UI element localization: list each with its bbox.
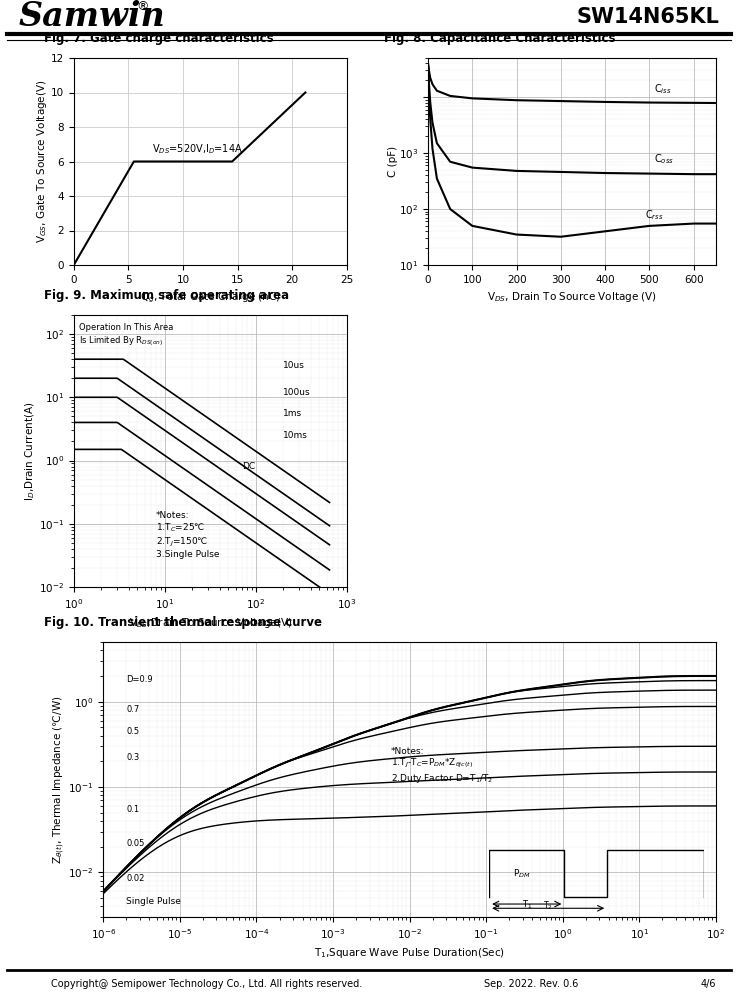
Text: Fig. 9. Maximum safe operating area: Fig. 9. Maximum safe operating area bbox=[44, 289, 289, 302]
X-axis label: Q$_{g}$, Total Gate Charge (nC): Q$_{g}$, Total Gate Charge (nC) bbox=[140, 290, 280, 305]
Text: SW14N65KL: SW14N65KL bbox=[576, 7, 720, 27]
Text: 100us: 100us bbox=[283, 388, 311, 397]
Text: C$_{iss}$: C$_{iss}$ bbox=[654, 83, 672, 96]
Text: 0.5: 0.5 bbox=[126, 727, 139, 736]
Text: Operation In This Area
Is Limited By R$_{DS(on)}$: Operation In This Area Is Limited By R$_… bbox=[79, 323, 173, 348]
X-axis label: V$_{DS}$, Drain To Source Voltage (V): V$_{DS}$, Drain To Source Voltage (V) bbox=[487, 290, 657, 304]
X-axis label: V$_{DS}$,Drain To Source Voltage(V): V$_{DS}$,Drain To Source Voltage(V) bbox=[128, 616, 292, 630]
Text: *Notes:
1.T$_J$-T$_C$=P$_{DM}$*Z$_{\theta jc(t)}$
2.Duty Factor D=T$_1$/T$_2$: *Notes: 1.T$_J$-T$_C$=P$_{DM}$*Z$_{\thet… bbox=[391, 746, 494, 785]
Text: ®: ® bbox=[137, 0, 149, 13]
Text: V$_{DS}$=520V,I$_D$=14A: V$_{DS}$=520V,I$_D$=14A bbox=[153, 142, 244, 156]
Text: 10ms: 10ms bbox=[283, 431, 308, 440]
Text: *Notes:
1.T$_C$=25℃
2.T$_J$=150℃
3.Single Pulse: *Notes: 1.T$_C$=25℃ 2.T$_J$=150℃ 3.Singl… bbox=[156, 511, 219, 559]
Y-axis label: V$_{GS}$, Gate To Source Voltage(V): V$_{GS}$, Gate To Source Voltage(V) bbox=[35, 80, 49, 243]
Text: Fig. 7. Gate charge characteristics: Fig. 7. Gate charge characteristics bbox=[44, 32, 274, 45]
Y-axis label: C (pF): C (pF) bbox=[387, 146, 398, 177]
Text: Single Pulse: Single Pulse bbox=[126, 897, 182, 906]
Text: DC: DC bbox=[242, 462, 255, 471]
Text: 0.02: 0.02 bbox=[126, 874, 145, 883]
Text: 0.1: 0.1 bbox=[126, 805, 139, 814]
Text: C$_{rss}$: C$_{rss}$ bbox=[645, 208, 663, 222]
Text: Copyright@ Semipower Technology Co., Ltd. All rights reserved.: Copyright@ Semipower Technology Co., Ltd… bbox=[51, 979, 362, 989]
Y-axis label: I$_D$,Drain Current(A): I$_D$,Drain Current(A) bbox=[24, 401, 38, 501]
Text: 0.05: 0.05 bbox=[126, 839, 145, 848]
X-axis label: T$_1$,Square Wave Pulse Duration(Sec): T$_1$,Square Wave Pulse Duration(Sec) bbox=[314, 946, 505, 960]
Text: Samwin: Samwin bbox=[18, 0, 165, 33]
Text: Fig. 10. Transient thermal response curve: Fig. 10. Transient thermal response curv… bbox=[44, 616, 323, 629]
Text: D=0.9: D=0.9 bbox=[126, 675, 153, 684]
Text: 4/6: 4/6 bbox=[700, 979, 717, 989]
Y-axis label: Z$_{\theta(t)}$, Thermal Impedance (℃/W): Z$_{\theta(t)}$, Thermal Impedance (℃/W) bbox=[52, 695, 67, 864]
Text: 10us: 10us bbox=[283, 361, 305, 370]
Text: Fig. 8. Capacitance Characteristics: Fig. 8. Capacitance Characteristics bbox=[384, 32, 615, 45]
Text: 0.3: 0.3 bbox=[126, 753, 139, 762]
Text: Sep. 2022. Rev. 0.6: Sep. 2022. Rev. 0.6 bbox=[484, 979, 579, 989]
Text: 0.7: 0.7 bbox=[126, 705, 139, 714]
Text: C$_{oss}$: C$_{oss}$ bbox=[654, 152, 674, 166]
Text: 1ms: 1ms bbox=[283, 409, 303, 418]
